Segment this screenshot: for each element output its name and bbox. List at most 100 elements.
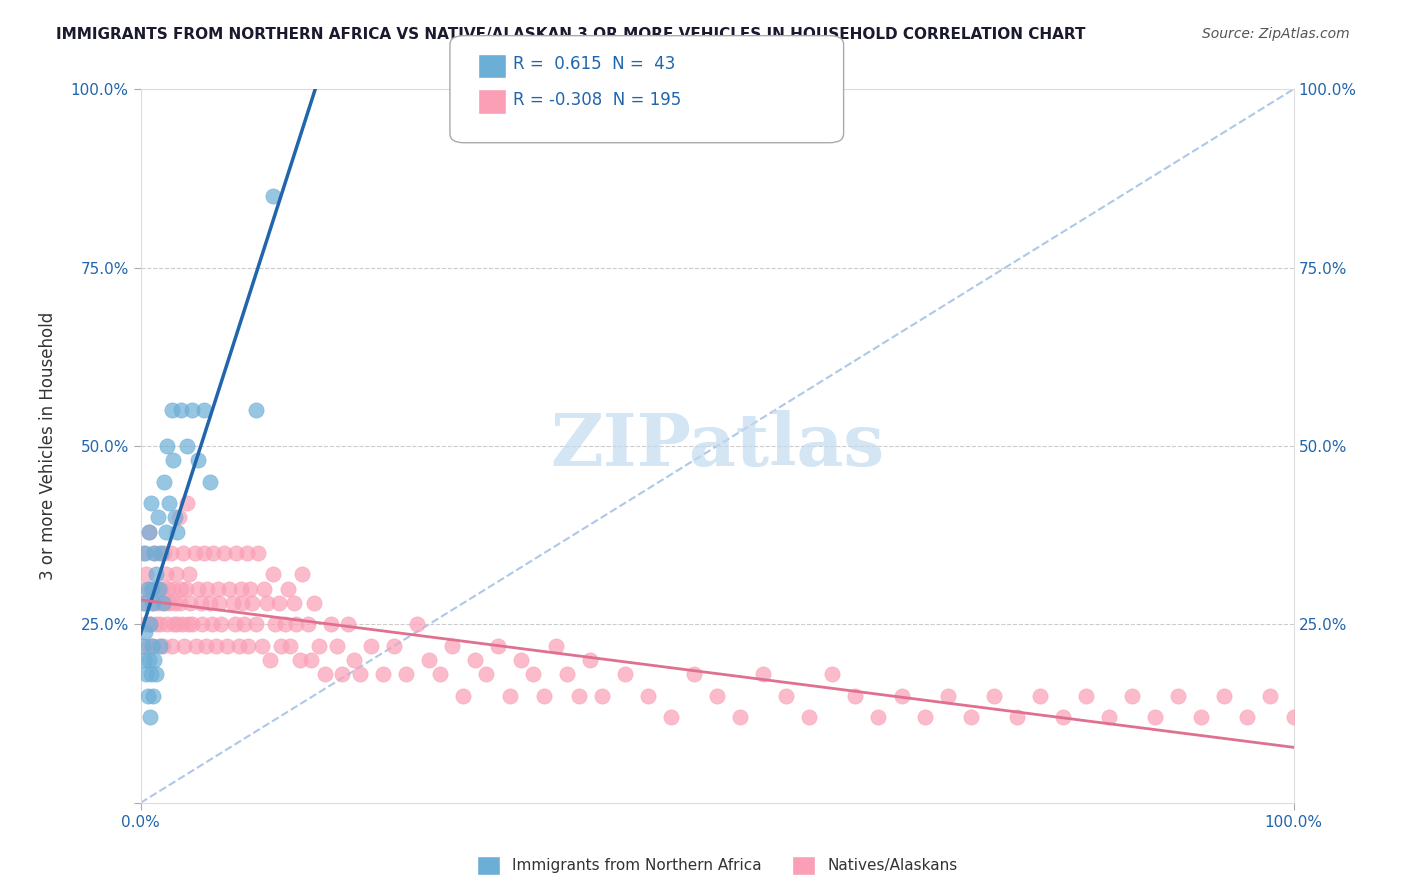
- Point: [418, 653, 440, 667]
- Point: [890, 689, 912, 703]
- Point: [844, 689, 866, 703]
- Point: [1052, 710, 1074, 724]
- Point: [156, 439, 179, 453]
- Point: [202, 546, 225, 560]
- Point: [136, 582, 159, 596]
- Point: [136, 689, 159, 703]
- Point: [177, 617, 200, 632]
- Point: [152, 596, 174, 610]
- Point: [1074, 689, 1097, 703]
- Point: [167, 510, 190, 524]
- Text: Source: ZipAtlas.com: Source: ZipAtlas.com: [1202, 27, 1350, 41]
- Point: [228, 639, 250, 653]
- Point: [131, 582, 153, 596]
- Point: [936, 689, 959, 703]
- Point: [208, 596, 231, 610]
- Point: [159, 496, 180, 510]
- Point: [172, 546, 194, 560]
- Point: [464, 653, 486, 667]
- Point: [148, 546, 170, 560]
- Point: [224, 617, 246, 632]
- Point: [195, 639, 218, 653]
- Point: [277, 582, 299, 596]
- Point: [201, 617, 224, 632]
- Point: [152, 475, 174, 489]
- Point: [141, 596, 163, 610]
- Point: [486, 639, 509, 653]
- Point: [162, 582, 184, 596]
- Point: [134, 624, 156, 639]
- Point: [1213, 689, 1236, 703]
- Point: [256, 596, 278, 610]
- Point: [153, 596, 176, 610]
- Point: [613, 667, 636, 681]
- Point: [172, 617, 194, 632]
- Point: [706, 689, 728, 703]
- Point: [143, 653, 166, 667]
- Point: [193, 403, 215, 417]
- Point: [159, 596, 180, 610]
- Point: [176, 439, 198, 453]
- Point: [235, 546, 257, 560]
- Point: [132, 653, 155, 667]
- Point: [218, 582, 240, 596]
- Point: [821, 667, 844, 681]
- Point: [150, 582, 173, 596]
- Point: [1167, 689, 1189, 703]
- Point: [591, 689, 613, 703]
- Point: [138, 653, 160, 667]
- Point: [157, 582, 180, 596]
- Text: R =  0.615  N =  43: R = 0.615 N = 43: [513, 55, 675, 73]
- Point: [179, 596, 201, 610]
- Point: [262, 567, 284, 582]
- Point: [544, 639, 567, 653]
- Point: [170, 582, 193, 596]
- Point: [184, 546, 207, 560]
- Point: [250, 639, 273, 653]
- Point: [270, 639, 292, 653]
- Point: [728, 710, 751, 724]
- Point: [141, 639, 163, 653]
- Point: [136, 639, 159, 653]
- Point: [332, 667, 354, 681]
- Point: [132, 596, 155, 610]
- Point: [146, 510, 169, 524]
- Point: [143, 546, 166, 560]
- Point: [181, 403, 204, 417]
- Point: [184, 639, 207, 653]
- Point: [132, 639, 155, 653]
- Point: [522, 667, 544, 681]
- Point: [198, 475, 221, 489]
- Point: [659, 710, 682, 724]
- Point: [145, 617, 167, 632]
- Text: ZIPatlas: ZIPatlas: [550, 410, 884, 482]
- Point: [267, 596, 290, 610]
- Point: [1121, 689, 1143, 703]
- Point: [155, 567, 177, 582]
- Point: [212, 546, 235, 560]
- Point: [308, 639, 330, 653]
- Point: [453, 689, 475, 703]
- Point: [440, 639, 463, 653]
- Point: [160, 403, 183, 417]
- Point: [197, 582, 219, 596]
- Point: [173, 639, 195, 653]
- Point: [176, 496, 198, 510]
- Point: [152, 639, 174, 653]
- Point: [302, 596, 325, 610]
- Point: [498, 689, 520, 703]
- Point: [204, 639, 226, 653]
- Point: [1098, 710, 1121, 724]
- Point: [165, 567, 187, 582]
- Point: [291, 567, 314, 582]
- Point: [222, 596, 245, 610]
- Point: [165, 596, 187, 610]
- Point: [533, 689, 555, 703]
- Point: [314, 667, 336, 681]
- Point: [150, 546, 173, 560]
- Point: [166, 524, 188, 539]
- Point: [132, 596, 155, 610]
- Point: [274, 617, 297, 632]
- Point: [247, 546, 270, 560]
- Point: [297, 617, 319, 632]
